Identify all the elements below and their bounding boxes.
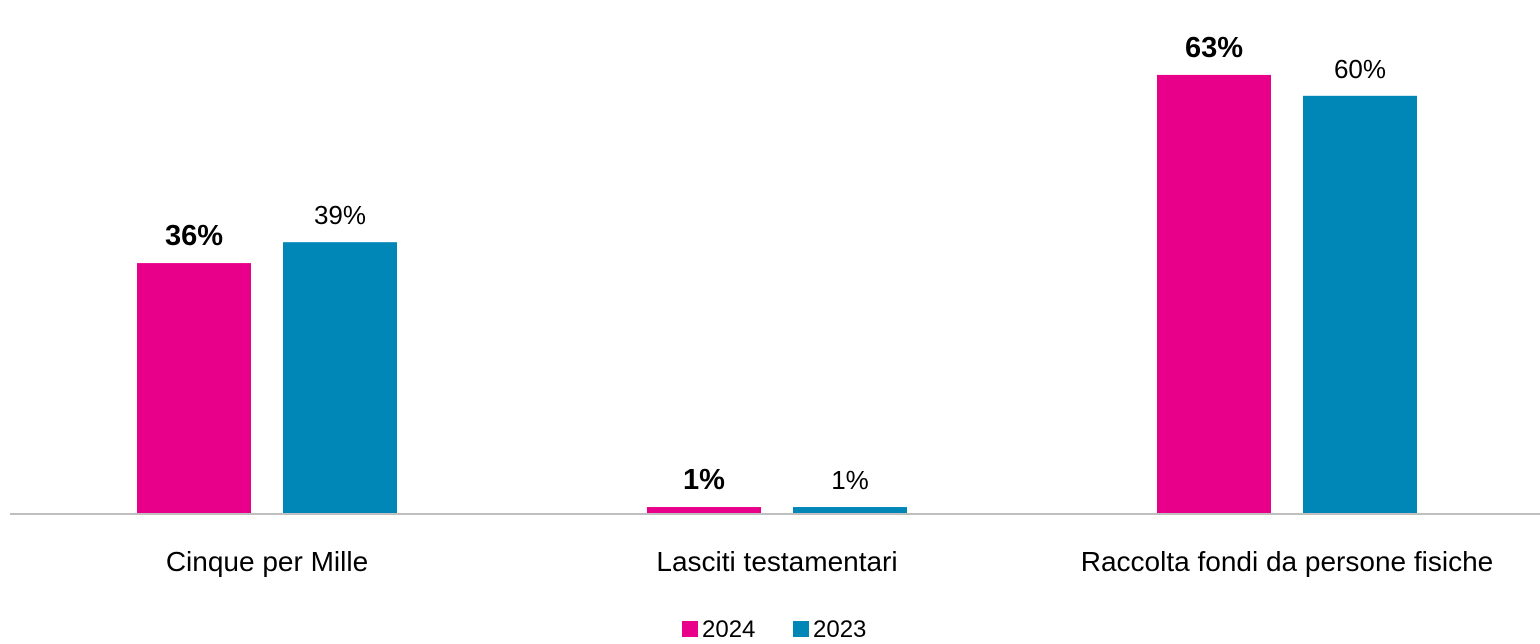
category-label-1: Cinque per Mille	[166, 546, 368, 577]
legend-swatch-2024	[682, 621, 698, 637]
data-label-2024-1: 36%	[165, 220, 223, 252]
data-labels-layer: 36% 1% 63% 39% 1% 60%	[165, 32, 1386, 496]
bar-2024-3	[1157, 74, 1271, 514]
bar-2024-1	[137, 263, 251, 514]
bar-2024-2	[647, 507, 761, 514]
category-label-2: Lasciti testamentari	[656, 546, 897, 577]
category-label-3: Raccolta fondi da persone fisiche	[1081, 546, 1493, 577]
bar-2023-3	[1303, 95, 1417, 515]
bar-2023-1	[283, 242, 397, 514]
bars-layer	[137, 74, 1417, 515]
bar-2023-2	[793, 507, 907, 514]
data-label-2023-3: 60%	[1334, 54, 1386, 84]
legend-label-2023: 2023	[813, 616, 866, 639]
data-label-2024-3: 63%	[1185, 32, 1243, 64]
category-labels-layer: Cinque per Mille Lasciti testamentari Racc…	[166, 546, 1493, 577]
data-label-2023-1: 39%	[314, 200, 366, 230]
legend: 2024 2023	[682, 616, 866, 643]
legend-label-2024: 2024	[702, 616, 755, 639]
data-label-2023-2: 1%	[831, 465, 869, 495]
legend-swatch-2023	[793, 621, 809, 637]
data-label-2024-2: 1%	[683, 464, 725, 496]
